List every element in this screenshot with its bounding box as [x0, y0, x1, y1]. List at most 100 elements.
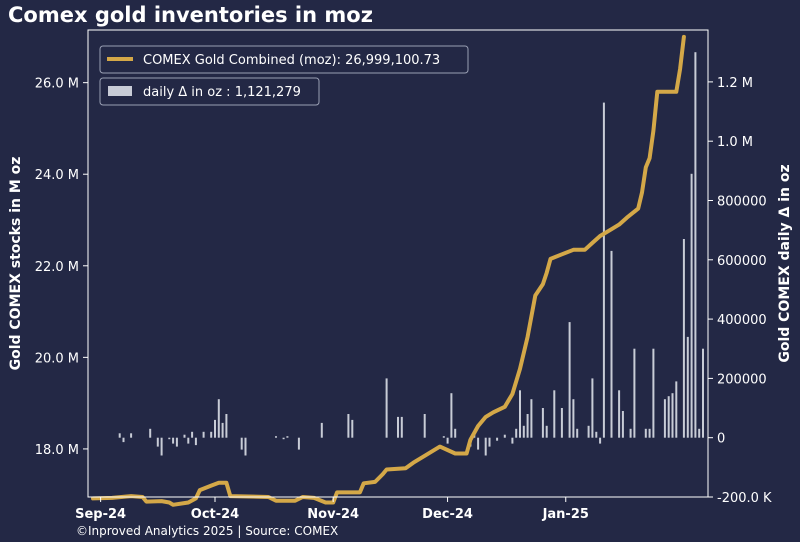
daily-change-bar [385, 378, 388, 438]
daily-change-bar [217, 399, 220, 438]
daily-change-bar [652, 348, 655, 438]
daily-change-bar [168, 437, 171, 440]
daily-change-bar [347, 414, 350, 438]
daily-change-bar [286, 436, 289, 438]
daily-change-bar [572, 399, 575, 438]
daily-change-bar [191, 431, 194, 438]
daily-change-bar [515, 428, 518, 438]
daily-change-bar [629, 428, 632, 438]
daily-change-bar [122, 437, 125, 443]
legend-bar-swatch [108, 86, 132, 96]
right-tick-label: 1.0 M [717, 135, 753, 150]
daily-change-bar [194, 437, 197, 446]
daily-change-bar [244, 437, 247, 456]
daily-change-bar [511, 437, 514, 444]
daily-change-bar [160, 437, 163, 456]
left-tick-label: 24.0 M [35, 168, 79, 183]
daily-change-bar [320, 422, 323, 438]
daily-change-bar [202, 431, 205, 438]
daily-change-bar [183, 434, 186, 438]
gold-inventory-line [91, 34, 686, 507]
daily-change-bar [275, 436, 277, 438]
daily-change-bar [221, 422, 224, 438]
daily-change-bar [667, 396, 670, 438]
daily-change-bar [442, 436, 445, 438]
right-tick-label: -200.0 K [717, 491, 772, 506]
legend-bar-box [99, 77, 320, 106]
right-tick-label: 1.2 M [717, 76, 753, 91]
daily-change-bar [282, 437, 285, 440]
daily-change-bar [595, 431, 598, 438]
bars-layer [118, 52, 704, 456]
daily-change-bar [686, 336, 689, 438]
daily-change-bar [156, 437, 159, 447]
legend-bar-item: daily Δ in oz : 1,121,279 [99, 77, 320, 106]
right-tick-label: 400000 [717, 313, 767, 328]
daily-change-bar [400, 416, 403, 438]
daily-change-bar [522, 425, 525, 438]
daily-change-bar [702, 348, 704, 438]
daily-change-bar [488, 437, 491, 447]
left-tick-label: 22.0 M [35, 260, 79, 275]
daily-change-bar [240, 437, 243, 450]
daily-change-bar [576, 428, 579, 438]
daily-change-bar [568, 322, 571, 438]
legend-line-box [99, 45, 469, 74]
daily-change-bar [423, 414, 426, 438]
daily-change-bar [225, 414, 228, 438]
daily-change-bar [541, 408, 544, 438]
daily-change-bar [644, 428, 647, 438]
left-tick-label: 18.0 M [35, 443, 79, 458]
daily-change-bar [214, 419, 216, 438]
daily-change-bar [297, 437, 300, 450]
right-tick-label: 200000 [717, 372, 767, 387]
right-tick-label: 600000 [717, 254, 767, 269]
daily-change-bar [663, 399, 666, 438]
daily-change-bar [610, 250, 613, 438]
daily-change-bar [526, 414, 529, 438]
daily-change-bar [621, 411, 624, 438]
right-axis-label: Gold COMEX daily Δ in oz [777, 164, 793, 362]
daily-change-bar [599, 437, 602, 444]
right-axis: -200.0 K 0 200000 400000 600000 800000 1.0 M 1.… [708, 76, 772, 506]
daily-change-bar [591, 378, 594, 438]
daily-change-bar [675, 381, 678, 438]
daily-change-bar [130, 433, 133, 438]
legend-line-label: COMEX Gold Combined (moz): 26,999,100.73 [143, 53, 440, 68]
daily-change-bar [671, 393, 674, 438]
daily-change-bar [149, 428, 152, 438]
daily-change-bar [553, 390, 556, 438]
left-tick-label: 26.0 M [35, 77, 79, 92]
legend-line-item: COMEX Gold Combined (moz): 26,999,100.73 [99, 45, 469, 74]
daily-change-bar [560, 408, 563, 438]
daily-change-bar [694, 52, 697, 438]
daily-change-bar [172, 437, 175, 444]
legend-bar-label: daily Δ in oz : 1,121,279 [143, 85, 301, 100]
daily-change-bar [648, 428, 651, 438]
left-axis-label: Gold COMEX stocks in M oz [8, 157, 24, 371]
daily-change-bar [682, 239, 685, 438]
daily-change-bar [690, 173, 693, 438]
right-tick-label: 0 [717, 432, 725, 447]
daily-change-bar [450, 393, 453, 438]
source-footer: ©Inproved Analytics 2025 | Source: COMEX [76, 524, 338, 538]
x-axis: Sep-24 Oct-24 Nov-24 Dec-24 Jan-25 [75, 497, 589, 522]
daily-change-bar [587, 425, 590, 438]
daily-change-bar [454, 428, 457, 438]
x-tick-label: Sep-24 [75, 507, 126, 522]
daily-change-bar [397, 416, 399, 438]
left-axis: 18.0 M 20.0 M 22.0 M 24.0 M 26.0 M [35, 77, 88, 458]
daily-change-bar [351, 419, 354, 438]
daily-change-bar [118, 433, 121, 438]
x-tick-label: Dec-24 [422, 507, 473, 522]
x-tick-label: Nov-24 [307, 507, 359, 522]
x-tick-label: Jan-25 [542, 507, 589, 522]
daily-change-bar [496, 437, 499, 441]
daily-change-bar [519, 390, 521, 438]
daily-change-bar [698, 428, 701, 438]
chart-title: Comex gold inventories in moz [8, 3, 373, 27]
x-tick-label: Oct-24 [191, 507, 239, 522]
daily-change-bar [477, 437, 480, 450]
